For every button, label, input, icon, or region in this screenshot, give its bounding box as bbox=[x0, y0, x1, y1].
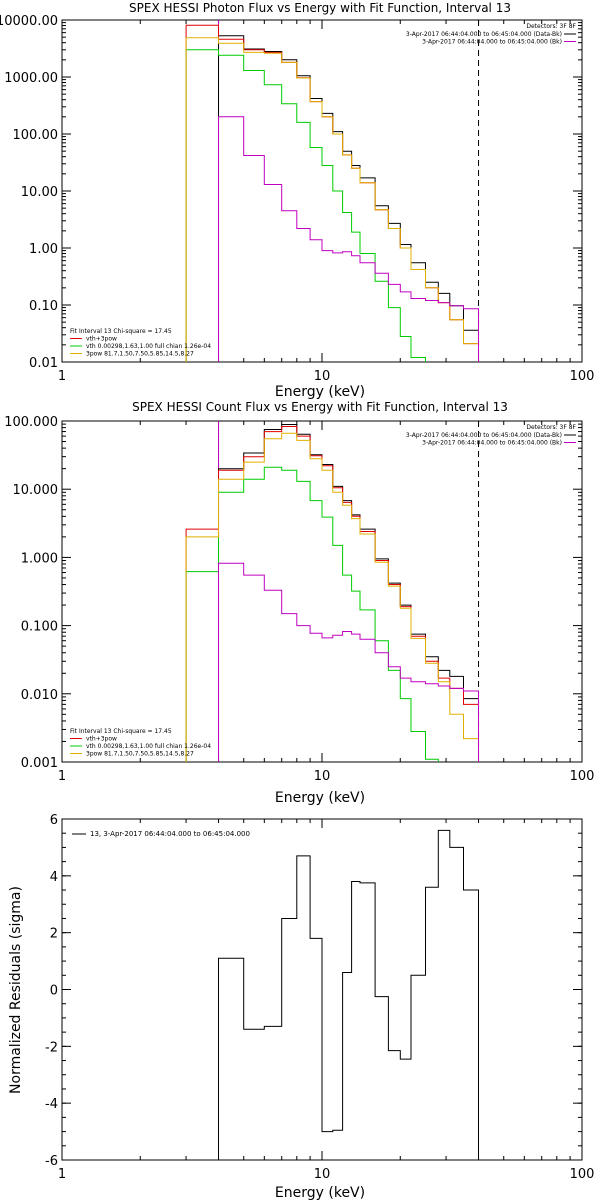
y-tick-label: 4 bbox=[50, 870, 58, 885]
y-tick-label: 2 bbox=[50, 927, 58, 942]
x-tick-label: 10 bbox=[314, 369, 331, 384]
residuals-panel: Energy (keV) Normalized Residuals (sigma… bbox=[8, 813, 594, 1200]
x-tick-label: 100 bbox=[570, 1167, 595, 1182]
y-tick-label: 1.000 bbox=[21, 551, 58, 566]
fit-interval-label: Fit Interval 13 Chi-square = 17.45 bbox=[70, 728, 172, 735]
fit-legend-text: vth+3pow bbox=[86, 336, 117, 343]
x-tick-label: 1 bbox=[58, 769, 66, 784]
x-tick-label: 1 bbox=[58, 369, 66, 384]
series-line-3pow bbox=[185, 432, 479, 762]
y-tick-label: 1.00 bbox=[29, 242, 58, 257]
plot-frame bbox=[61, 420, 583, 763]
y-tick-label: 0.10 bbox=[29, 299, 58, 314]
time-range-legend-text: 3-Apr-2017 06:44:04.000 to 06:45:04.000 … bbox=[422, 440, 562, 447]
series-line-data-bk bbox=[218, 424, 479, 762]
y-tick-label: 0 bbox=[50, 984, 58, 999]
residuals-y-label: Normalized Residuals (sigma) bbox=[8, 886, 24, 1094]
count-flux-x-label: Energy (keV) bbox=[275, 790, 365, 806]
x-tick-label: 1 bbox=[58, 1167, 66, 1182]
x-tick-label: 10 bbox=[314, 769, 331, 784]
series-line-3pow bbox=[185, 37, 479, 362]
y-tick-label: 0.010 bbox=[21, 688, 58, 703]
y-tick-label: -4 bbox=[45, 1097, 58, 1112]
fit-legend-text: vth+3pow bbox=[86, 736, 117, 743]
series-line-data-bk bbox=[218, 35, 479, 362]
series-line-vth-3pow bbox=[185, 24, 479, 362]
photon-flux-panel: SPEX HESSI Photon Flux vs Energy with Fi… bbox=[0, 1, 594, 400]
series-line-residuals bbox=[218, 829, 479, 1160]
time-range-legend-text: 3-Apr-2017 06:44:04.000 to 06:45:04.000 … bbox=[406, 31, 562, 38]
photon-flux-x-label: Energy (keV) bbox=[275, 384, 365, 400]
series-line-vth bbox=[185, 466, 439, 762]
y-tick-label: 6 bbox=[50, 813, 58, 828]
y-tick-label: 10.000 bbox=[13, 483, 59, 498]
y-tick-label: 0.01 bbox=[29, 356, 58, 371]
detectors-label: Detectors: 3F 8F bbox=[526, 424, 576, 431]
fit-legend-text: vth 0.00298,1.63,1.00 full chian 1.26e-0… bbox=[86, 743, 211, 750]
time-range-legend-text: 3-Apr-2017 06:44:04.000 to 06:45:04.000 … bbox=[406, 432, 562, 439]
fit-legend-text: 3pow 81.7,1.50,7.50,5.85,14.5,8.27 bbox=[86, 351, 194, 358]
y-tick-label: 10000.00 bbox=[0, 14, 58, 29]
series-line-vth bbox=[185, 49, 426, 362]
fit-legend-text: vth 0.00298,1.63,1.00 full chian 1.26e-0… bbox=[86, 343, 211, 350]
y-tick-label: 100.000 bbox=[4, 415, 58, 430]
series-line-bk bbox=[218, 562, 479, 762]
residuals-x-label: Energy (keV) bbox=[275, 1185, 365, 1200]
y-tick-label: -2 bbox=[45, 1040, 58, 1055]
y-tick-label: 0.100 bbox=[21, 620, 58, 635]
fit-legend-text: 3pow 81.7,1.50,7.50,5.85,14.5,8.27 bbox=[86, 751, 194, 758]
y-tick-label: -6 bbox=[45, 1154, 58, 1169]
count-flux-panel: SPEX HESSI Count Flux vs Energy with Fit… bbox=[4, 400, 594, 806]
photon-flux-title: SPEX HESSI Photon Flux vs Energy with Fi… bbox=[129, 1, 511, 15]
x-tick-label: 10 bbox=[314, 1167, 331, 1182]
detectors-label: Detectors: 3F 8F bbox=[526, 23, 576, 30]
residual-legend-text: 13, 3-Apr-2017 06:44:04.000 to 06:45:04.… bbox=[90, 830, 250, 838]
y-tick-label: 100.00 bbox=[13, 128, 59, 143]
y-tick-label: 0.001 bbox=[21, 756, 58, 771]
plot-frame bbox=[61, 19, 583, 363]
series-line-bk bbox=[218, 116, 479, 362]
time-range-legend-text: 3-Apr-2017 06:44:04.000 to 06:45:04.000 … bbox=[422, 39, 562, 46]
x-tick-label: 100 bbox=[570, 369, 595, 384]
y-tick-label: 1000.00 bbox=[4, 71, 58, 86]
count-flux-title: SPEX HESSI Count Flux vs Energy with Fit… bbox=[132, 400, 508, 414]
y-tick-label: 10.00 bbox=[21, 185, 58, 200]
x-tick-label: 100 bbox=[570, 769, 595, 784]
fit-interval-label: Fit Interval 13 Chi-square = 17.45 bbox=[70, 328, 172, 335]
